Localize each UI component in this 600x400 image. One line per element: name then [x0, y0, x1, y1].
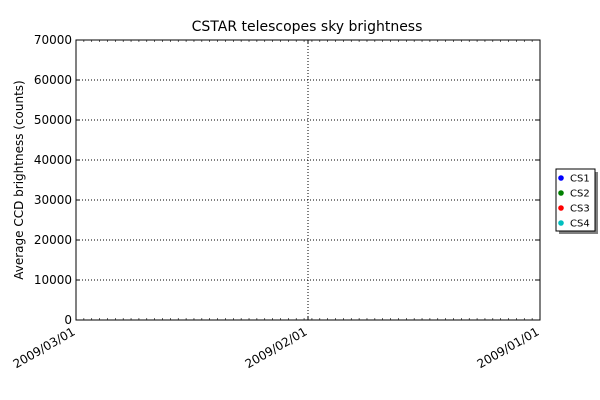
legend-marker: [558, 220, 564, 226]
grid: [76, 40, 540, 320]
y-tick-label: 0: [64, 313, 72, 327]
legend-entry[interactable]: CS3: [570, 204, 590, 215]
x-tick-label: 2009/02/01: [243, 324, 310, 371]
y-axis-label: Average CCD brightness (counts): [12, 80, 26, 280]
legend-marker: [558, 190, 564, 196]
y-tick-label: 50000: [34, 113, 72, 127]
legend-marker: [558, 205, 564, 211]
y-tick-label: 10000: [34, 273, 72, 287]
legend-entry[interactable]: CS1: [570, 174, 590, 185]
y-tick-label: 20000: [34, 233, 72, 247]
legend-entry[interactable]: CS2: [570, 189, 590, 200]
y-axis: 0 10000 20000 30000 40000 50000 60000 70000: [34, 33, 540, 327]
legend[interactable]: CS1 CS2 CS3 CS4: [555, 168, 598, 234]
y-tick-label: 30000: [34, 193, 72, 207]
x-axis: 2009/03/01 2009/02/01 2009/01/01: [11, 40, 542, 371]
chart-title: CSTAR telescopes sky brightness: [192, 19, 423, 35]
legend-entry[interactable]: CS4: [570, 219, 590, 230]
y-tick-label: 60000: [34, 73, 72, 87]
y-tick-label: 40000: [34, 153, 72, 167]
legend-marker: [558, 175, 564, 181]
x-tick-label: 2009/03/01: [11, 324, 78, 371]
y-tick-label: 70000: [34, 33, 72, 47]
x-tick-label: 2009/01/01: [475, 324, 542, 371]
